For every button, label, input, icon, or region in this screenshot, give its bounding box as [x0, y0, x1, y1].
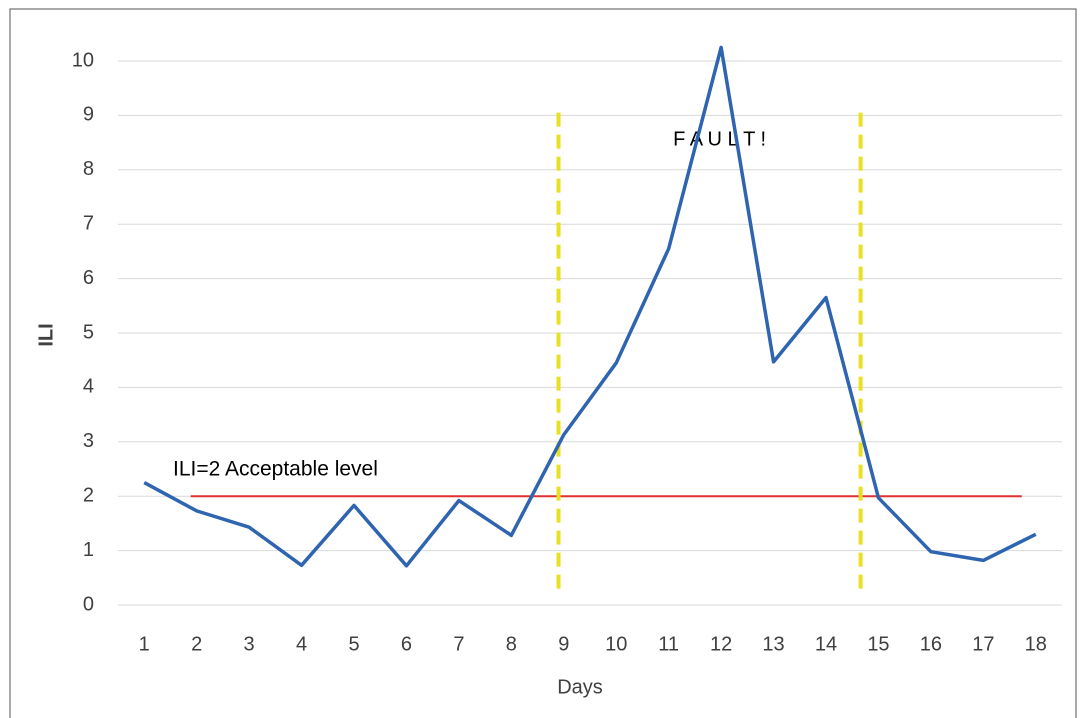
x-tick-label: 1: [139, 633, 150, 655]
x-tick-label: 16: [920, 633, 942, 655]
x-tick-label: 8: [506, 633, 517, 655]
y-tick-label: 5: [83, 321, 94, 343]
y-tick-label: 0: [83, 593, 94, 615]
x-tick-label: 15: [867, 633, 889, 655]
x-tick-label: 7: [453, 633, 464, 655]
x-tick-label: 14: [815, 633, 837, 655]
x-axis-title: Days: [557, 676, 603, 698]
x-tick-label: 5: [348, 633, 359, 655]
y-tick-label: 3: [83, 430, 94, 452]
y-tick-label: 8: [83, 158, 94, 180]
x-tick-label: 2: [191, 633, 202, 655]
y-tick-label: 6: [83, 267, 94, 289]
y-axis-title: ILI: [35, 323, 57, 346]
x-tick-label: 13: [762, 633, 784, 655]
y-tick-label: 10: [72, 49, 94, 71]
x-tick-label: 11: [658, 633, 679, 655]
y-tick-label: 9: [83, 104, 94, 126]
x-tick-label: 9: [558, 633, 569, 655]
threshold-label: ILI=2 Acceptable level: [173, 458, 378, 481]
x-tick-label: 4: [296, 633, 307, 655]
x-tick-label: 10: [605, 633, 627, 655]
x-tick-label: 6: [401, 633, 412, 655]
y-tick-label: 4: [83, 376, 94, 398]
data-line: [143, 45, 1037, 568]
y-tick-label: 7: [83, 212, 94, 234]
chart-border: [9, 8, 1077, 718]
x-tick-label: 3: [244, 633, 255, 655]
y-tick-label: 2: [83, 484, 94, 506]
x-tick-label: 17: [972, 633, 994, 655]
y-tick-label: 1: [83, 539, 94, 561]
fault-label: F A U L T !: [673, 128, 766, 150]
x-tick-label: 12: [710, 633, 732, 655]
x-tick-label: 18: [1025, 633, 1047, 655]
